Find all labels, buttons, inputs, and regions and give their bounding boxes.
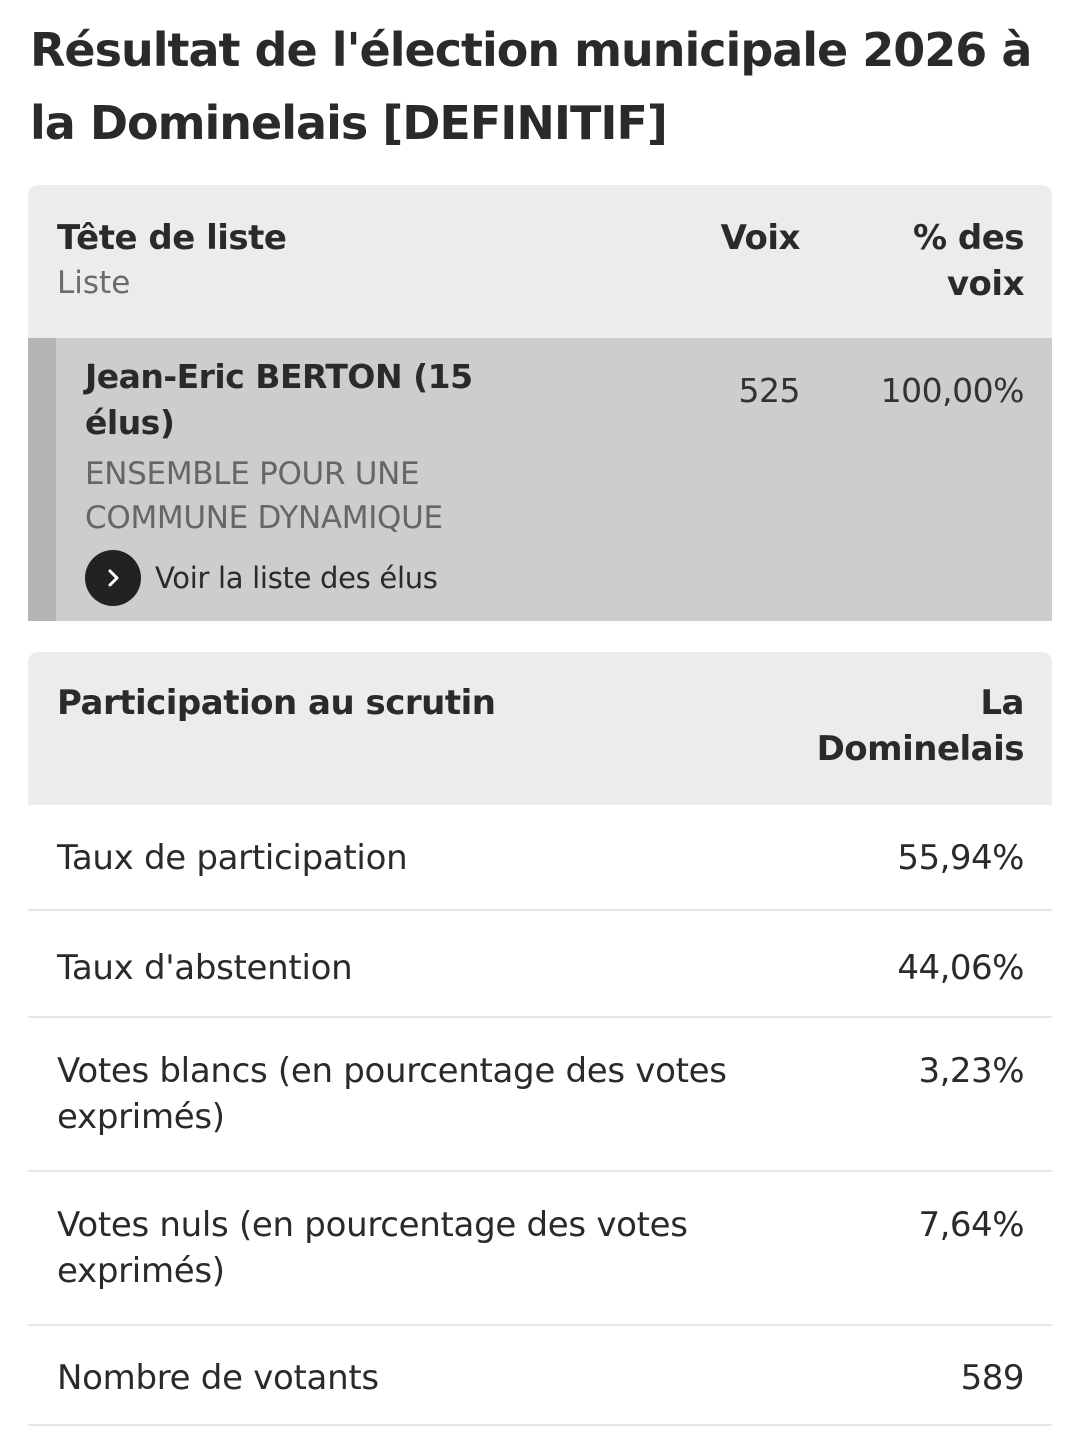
see-elected-list-link[interactable]: Voir la liste des élus xyxy=(85,550,438,606)
candidate-name: Jean-Eric BERTON (15 élus) xyxy=(85,357,473,442)
header-candidate-column: Tête de liste Liste xyxy=(57,215,287,305)
candidate-info: Jean-Eric BERTON (15 élus) ENSEMBLE POUR… xyxy=(85,354,545,540)
participation-row-label: Votes blancs (en pourcentage des votes e… xyxy=(57,1051,727,1137)
winner-accent-bar xyxy=(28,338,56,621)
candidate-list-name: ENSEMBLE POUR UNE COMMUNE DYNAMIQUE xyxy=(85,456,443,536)
candidate-votes: 525 xyxy=(738,371,801,410)
participation-row: Taux d'abstention 44,06% xyxy=(28,911,1052,1018)
participation-row: Votes nuls (en pourcentage des votes exp… xyxy=(28,1172,1052,1326)
candidate-row: Jean-Eric BERTON (15 élus) ENSEMBLE POUR… xyxy=(28,338,1052,621)
participation-row-value: 589 xyxy=(960,1358,1025,1398)
participation-row: Taux de participation 55,94% xyxy=(28,805,1052,911)
participation-row: Votes blancs (en pourcentage des votes e… xyxy=(28,1018,1052,1172)
participation-row-label: Taux d'abstention xyxy=(57,948,353,988)
participation-row-value: 44,06% xyxy=(897,948,1024,988)
header-candidate-label: Tête de liste xyxy=(57,218,287,258)
participation-commune: La Dominelais xyxy=(816,683,1025,769)
participation-header: Participation au scrutin La Dominelais xyxy=(28,652,1052,805)
participation-row-label: Votes nuls (en pourcentage des votes exp… xyxy=(57,1205,688,1291)
header-percent-label: % des voix xyxy=(912,218,1025,304)
participation-table: Participation au scrutin La Dominelais T… xyxy=(28,652,1052,1426)
chevron-right-icon[interactable] xyxy=(85,550,141,606)
participation-row-label: Taux de participation xyxy=(57,838,408,878)
page-title: Résultat de l'élection municipale 2026 à… xyxy=(30,23,1032,150)
results-table-header: Tête de liste Liste Voix % des voix xyxy=(28,185,1052,338)
see-elected-list-label[interactable]: Voir la liste des élus xyxy=(155,561,438,595)
candidate-percent: 100,00% xyxy=(880,371,1025,410)
header-list-label: Liste xyxy=(57,265,131,301)
participation-row-value: 3,23% xyxy=(918,1051,1024,1091)
results-table: Tête de liste Liste Voix % des voix Jean… xyxy=(28,185,1052,621)
participation-row-label: Nombre de votants xyxy=(57,1358,379,1398)
header-votes-label: Voix xyxy=(720,218,801,258)
participation-row-value: 55,94% xyxy=(897,838,1024,878)
participation-title: Participation au scrutin xyxy=(57,683,496,723)
participation-row: Nombre de votants 589 xyxy=(28,1326,1052,1426)
participation-row-value: 7,64% xyxy=(918,1205,1024,1245)
